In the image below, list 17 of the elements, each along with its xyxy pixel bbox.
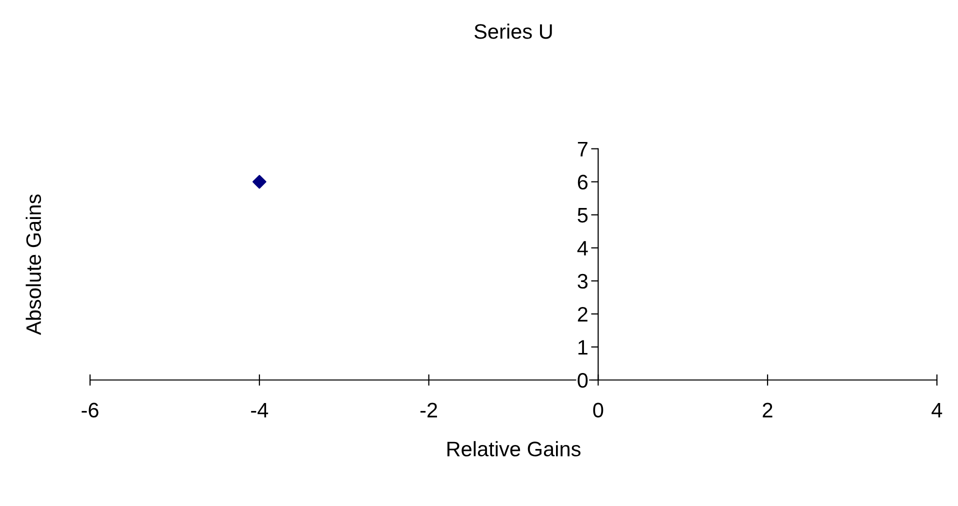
y-tick-label: 3 <box>578 274 588 289</box>
y-tick-label: 6 <box>578 174 588 190</box>
y-tick-label: 5 <box>578 208 588 223</box>
y-tick-label: 2 <box>578 306 588 322</box>
y-axis-title: Absolute Gains <box>26 194 42 335</box>
x-tick-label: -4 <box>251 402 268 418</box>
y-tick-label: 0 <box>578 373 588 388</box>
y-tick-label: 7 <box>578 142 588 156</box>
y-tick-label: 1 <box>578 340 588 355</box>
x-tick-label: 2 <box>762 402 772 418</box>
x-tick-label: 0 <box>593 402 604 418</box>
x-tick-label: -2 <box>420 402 438 418</box>
x-axis-title: Relative Gains <box>447 441 580 456</box>
y-tick-label: 4 <box>577 241 588 256</box>
x-tick-label: -6 <box>82 402 98 418</box>
chart-title: Series U <box>474 24 552 39</box>
x-tick-label: 4 <box>932 402 942 418</box>
